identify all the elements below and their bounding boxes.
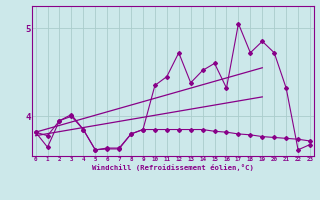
X-axis label: Windchill (Refroidissement éolien,°C): Windchill (Refroidissement éolien,°C): [92, 164, 254, 171]
